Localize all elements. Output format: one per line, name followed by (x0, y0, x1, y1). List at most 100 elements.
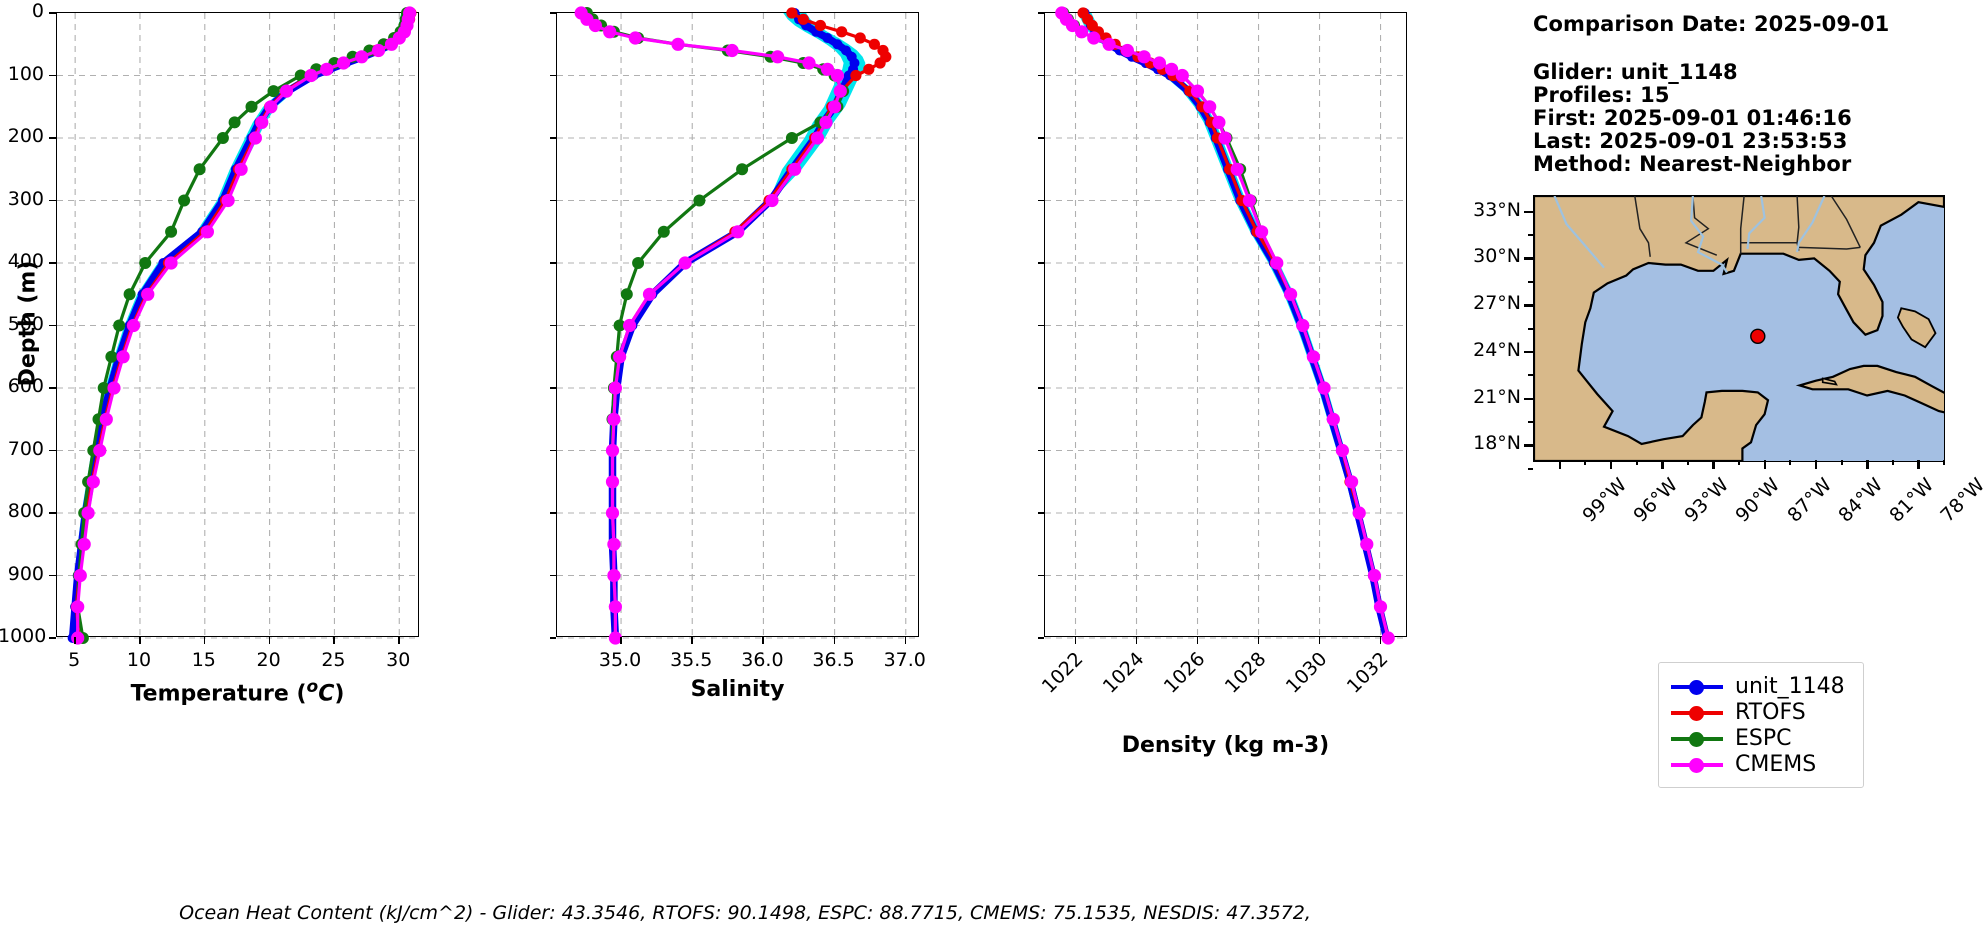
map-lon-minor-tickmark (1686, 460, 1689, 465)
legend-swatch (1671, 754, 1723, 774)
plot-panel-1 (56, 6, 420, 645)
map-lon-label: 78°W (1936, 474, 1987, 527)
ytick-mark (550, 262, 556, 264)
ytick-mark (1038, 574, 1044, 577)
map-lat-tickmark (1524, 397, 1533, 401)
series-cmems (1055, 6, 1395, 645)
ytick-mark (1038, 74, 1044, 77)
xtick-label: 10 (126, 649, 152, 671)
legend-item-cmems[interactable]: CMEMS (1671, 751, 1845, 777)
info-glider: Glider: unit_1148 (1533, 60, 1738, 84)
map-lat-minor-tickmark (1528, 280, 1533, 283)
map-lon-tickmark (1866, 460, 1869, 469)
xtick-label: 5 (68, 649, 81, 671)
series-cmems (71, 6, 417, 645)
map-lon-label: 93°W (1680, 474, 1734, 527)
map-lon-label: 87°W (1782, 474, 1836, 527)
xtick-label: 25 (321, 649, 346, 671)
ytick-mark (49, 637, 56, 639)
map-lat-tickmark (1524, 210, 1533, 213)
xtick-label: 15 (191, 649, 216, 671)
xtick-mark (691, 637, 693, 644)
ytick-mark (1038, 387, 1044, 389)
map-lon-tickmark (1558, 460, 1562, 469)
xtick-mark (904, 637, 907, 644)
ytick-mark (550, 199, 556, 202)
map-lon-minor-tickmark (1943, 460, 1946, 465)
map-lat-label: 30°N (1473, 245, 1521, 268)
xtick-label: 35.0 (598, 649, 642, 671)
series-legend: unit_1148 RTOFS ESPC CMEMS (1658, 662, 1864, 788)
map-lat-tickmark (1524, 444, 1533, 447)
xtick-label: 1028 (1220, 647, 1270, 698)
ytick-label: 800 (7, 500, 44, 522)
location-map (1533, 195, 1945, 462)
series-cmems (574, 6, 847, 645)
ytick-label: 600 (7, 375, 44, 397)
map-lat-label: 18°N (1473, 432, 1521, 455)
xtick-mark (1318, 637, 1321, 644)
legend-swatch (1671, 702, 1723, 722)
ytick-mark (49, 12, 56, 14)
map-lon-minor-tickmark (1789, 460, 1792, 465)
legend-label: RTOFS (1735, 699, 1806, 725)
ytick-mark (1038, 137, 1044, 139)
ytick-mark (1038, 262, 1044, 264)
ytick-mark (550, 74, 556, 77)
ytick-mark (49, 199, 56, 202)
xtick-mark (833, 637, 836, 644)
plot-canvas-3 (1045, 6, 1408, 645)
ytick-mark (1038, 637, 1044, 639)
map-lat-tickmark (1524, 350, 1533, 354)
plot-canvas-2 (557, 6, 920, 645)
ytick-mark (550, 137, 556, 139)
ytick-mark (49, 137, 56, 139)
ytick-mark (1038, 512, 1044, 514)
ytick-mark (49, 512, 56, 514)
ytick-mark (1038, 199, 1044, 202)
map-lon-label: 99°W (1577, 474, 1631, 527)
info-last: Last: 2025-09-01 23:53:53 (1533, 129, 1848, 153)
map-lon-tickmark (1763, 460, 1767, 469)
ytick-label: 100 (7, 62, 44, 85)
map-lat-minor-tickmark (1528, 374, 1533, 377)
legend-label: CMEMS (1735, 751, 1817, 777)
xtick-mark (268, 637, 271, 644)
ytick-label: 0 (31, 0, 44, 22)
map-lon-tickmark (1609, 460, 1613, 469)
legend-swatch (1671, 676, 1723, 696)
glider-location-marker (1750, 328, 1766, 345)
xtick-label: 1030 (1281, 647, 1331, 698)
xtick-label: 1026 (1159, 647, 1209, 698)
map-lat-label: 33°N (1473, 198, 1521, 221)
xtick-mark (762, 637, 764, 644)
map-lon-tickmark (1917, 460, 1920, 469)
xtick-label: 30 (386, 649, 411, 671)
ytick-label: 1000 (0, 625, 47, 647)
info-method: Method: Nearest-Neighbor (1533, 152, 1852, 176)
xtick-label: 1032 (1342, 647, 1392, 698)
map-lon-tickmark (1712, 460, 1715, 469)
plot-canvas-1 (57, 6, 420, 645)
map-lon-label: 90°W (1731, 474, 1785, 527)
map-lat-minor-tickmark (1528, 327, 1533, 330)
xtick-mark (1379, 637, 1382, 644)
legend-item-rtofs[interactable]: RTOFS (1671, 699, 1845, 725)
axis-title-density: Density (kg m-3) (1121, 733, 1330, 758)
axis-title-salinity: Salinity (690, 677, 785, 702)
xtick-label: 36.0 (741, 649, 784, 671)
ytick-mark (550, 512, 556, 514)
legend-item-unit-1148[interactable]: unit_1148 (1671, 673, 1845, 699)
axis-title-temperature: Temperature (oC) (130, 677, 345, 707)
map-lon-minor-tickmark (1738, 460, 1741, 465)
legend-item-espc[interactable]: ESPC (1671, 725, 1845, 751)
info-profiles: Profiles: 15 (1533, 83, 1670, 107)
map-lat-minor-tickmark (1528, 421, 1533, 424)
ytick-mark (550, 574, 556, 577)
ytick-label: 400 (7, 250, 44, 272)
map-canvas (1534, 196, 1944, 461)
ytick-mark (49, 74, 56, 77)
map-lat-label: 27°N (1473, 292, 1521, 315)
xtick-mark (74, 637, 76, 644)
xtick-mark (1074, 637, 1077, 644)
